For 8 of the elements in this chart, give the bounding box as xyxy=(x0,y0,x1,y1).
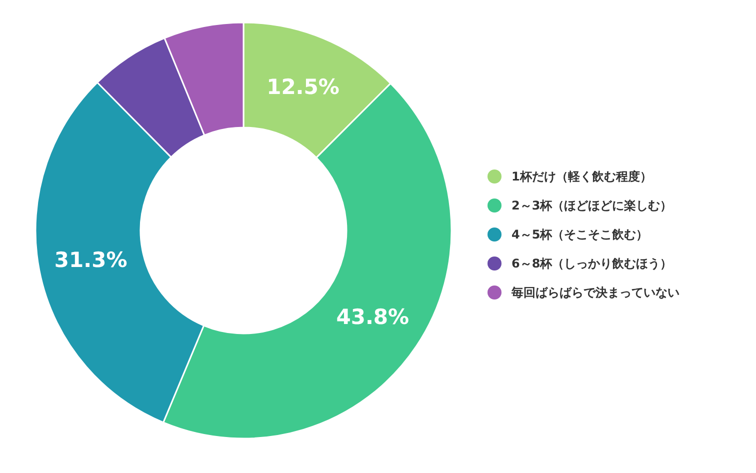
legend-label: 6～8杯（しっかり飲むほう） xyxy=(512,256,672,270)
legend-label: 4～5杯（そこそこ飲む） xyxy=(512,228,648,242)
legend-label: 2～3杯（ほどほどに楽しむ） xyxy=(512,198,672,212)
data-label: 31.3% xyxy=(54,248,128,272)
legend-label: 毎回ばらばらで決まっていない xyxy=(510,286,680,300)
data-label: 43.8% xyxy=(336,305,410,330)
legend-label: 1杯だけ（軽く飲む程度） xyxy=(512,170,652,184)
data-label: 12.5% xyxy=(266,74,340,99)
